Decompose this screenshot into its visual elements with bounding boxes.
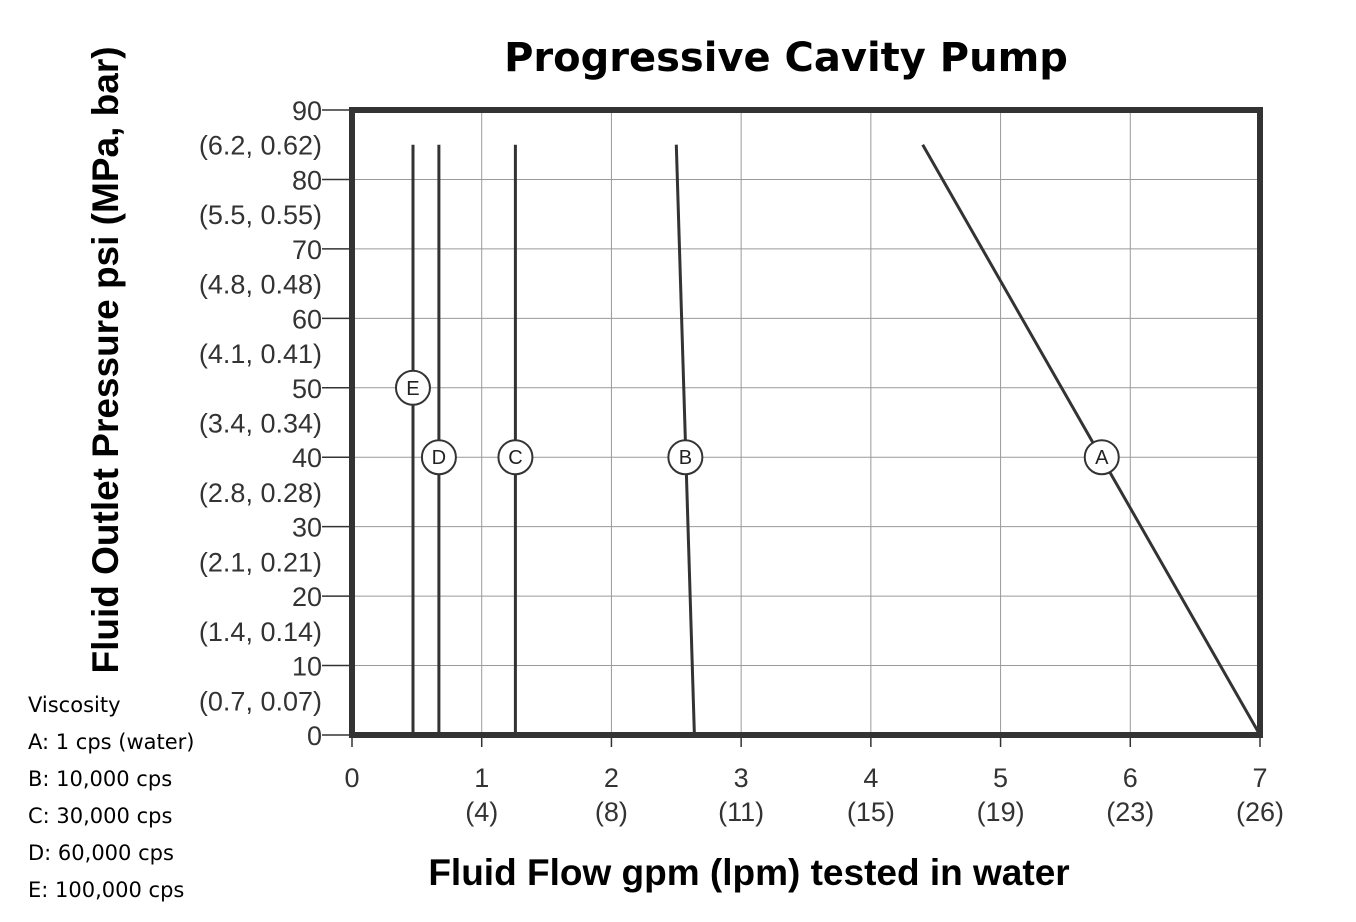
y-axis-title: Fluid Outlet Pressure psi (MPa, bar): [85, 46, 126, 673]
x-tick-label: 4: [863, 763, 878, 793]
y-tick-label: 40: [292, 443, 322, 473]
series-marker-c: [497, 439, 534, 476]
x-tick-label: 5: [993, 763, 1008, 793]
x-tick-sublabel: (26): [1236, 797, 1284, 827]
series-marker-b: [667, 439, 704, 476]
x-tick-sublabel: (23): [1106, 797, 1154, 827]
y-tick-sublabel: (1.4, 0.14): [199, 617, 322, 647]
grid: [351, 109, 1261, 736]
x-tick-sublabel: (19): [977, 797, 1025, 827]
series-marker-label-d: D: [432, 447, 446, 469]
x-tick-label: 1: [474, 763, 489, 793]
y-tick-label: 30: [292, 513, 322, 543]
series-marker-label-c: C: [508, 447, 522, 469]
y-tick-label: 50: [292, 374, 322, 404]
y-tick-label: 90: [292, 96, 322, 126]
y-tick-label: 0: [307, 721, 322, 751]
x-tick-sublabel: (8): [595, 797, 628, 827]
y-axis-ticks: 0 10 20 30 40 50 60 70 80 90 (0.7, 0.07) (1.4, 0.14…: [199, 96, 352, 751]
legend-item-d: D: 60,000 cps: [28, 841, 174, 865]
series-markers: A B C D E: [394, 369, 1120, 476]
y-tick-label: 80: [292, 165, 322, 195]
y-tick-sublabel: (4.8, 0.48): [199, 270, 322, 300]
x-tick-label: 2: [604, 763, 619, 793]
series-marker-label-b: B: [679, 447, 692, 469]
x-tick-sublabel: (11): [718, 797, 764, 827]
series-lines: [411, 143, 1262, 736]
x-tick-label: 0: [344, 763, 359, 793]
series-marker-a: [1083, 439, 1120, 476]
legend-item-e: E: 100,000 cps: [28, 878, 184, 902]
x-tick-sublabel: (4): [465, 797, 498, 827]
y-tick-label: 10: [292, 652, 322, 682]
x-tick-sublabel: (15): [847, 797, 895, 827]
x-axis-ticks: 0 1 (4) 2 (8) 3 (11) 4 (15) 5 (19) 6 (23) 7 (26): [344, 735, 1284, 827]
x-tick-label: 7: [1252, 763, 1267, 793]
legend-title: Viscosity: [28, 693, 121, 717]
y-tick-sublabel: (2.1, 0.21): [199, 547, 322, 577]
series-marker-label-a: A: [1095, 447, 1109, 469]
y-tick-label: 70: [292, 235, 322, 265]
y-tick-label: 20: [292, 582, 322, 612]
y-tick-sublabel: (6.2, 0.62): [199, 131, 322, 161]
y-tick-sublabel: (0.7, 0.07): [199, 686, 322, 716]
y-tick-sublabel: (3.4, 0.34): [199, 409, 322, 439]
x-axis-title: Fluid Flow gpm (lpm) tested in water: [428, 852, 1069, 893]
plot-frame: [349, 107, 1263, 738]
x-tick-label: 3: [734, 763, 749, 793]
legend-item-a: A: 1 cps (water): [28, 730, 195, 754]
series-marker-label-e: E: [406, 378, 419, 400]
viscosity-legend: Viscosity A: 1 cps (water) B: 10,000 cps…: [28, 693, 195, 902]
y-tick-label: 60: [292, 304, 322, 334]
series-marker-e: [394, 369, 431, 406]
legend-item-b: B: 10,000 cps: [28, 767, 172, 791]
chart-title: Progressive Cavity Pump: [504, 35, 1068, 81]
x-tick-label: 6: [1123, 763, 1138, 793]
y-tick-sublabel: (5.5, 0.55): [199, 200, 322, 230]
y-tick-sublabel: (4.1, 0.41): [199, 339, 322, 369]
y-tick-sublabel: (2.8, 0.28): [199, 478, 322, 508]
series-marker-d: [420, 439, 457, 476]
series-line-a: [921, 143, 1262, 736]
legend-item-c: C: 30,000 cps: [28, 804, 172, 828]
